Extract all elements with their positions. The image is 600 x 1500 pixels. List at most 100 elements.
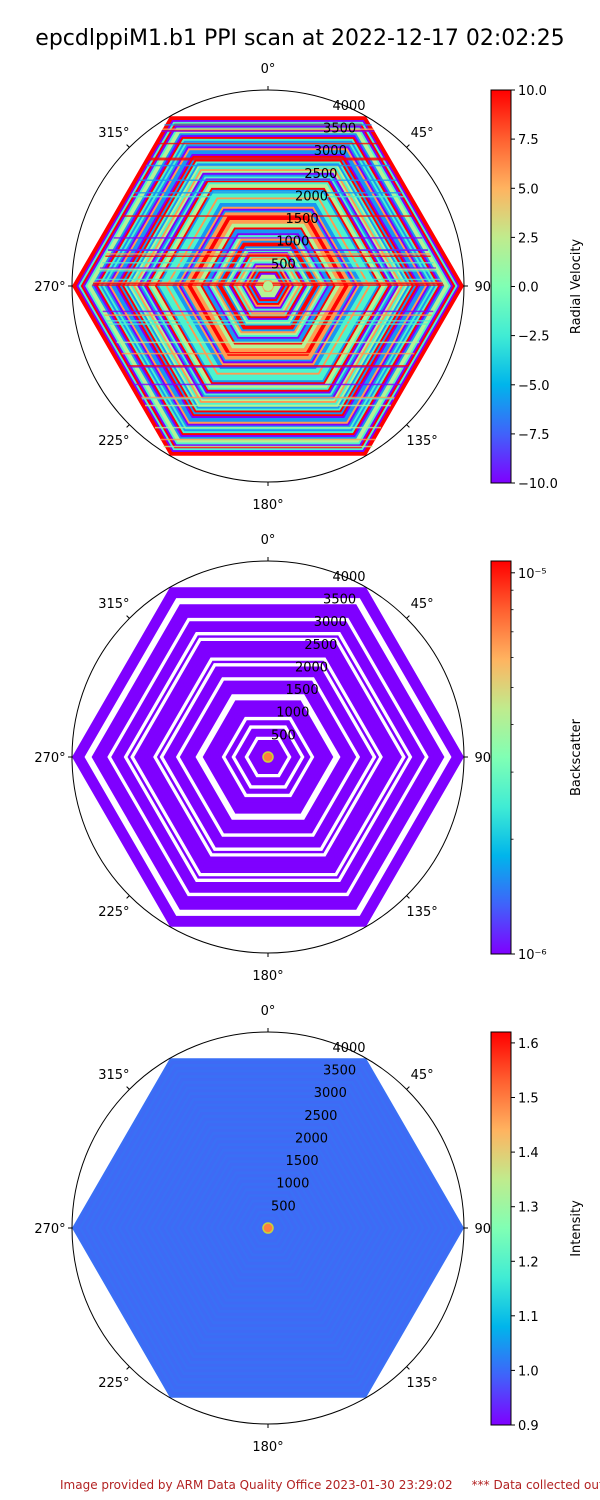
colorbar-gradient [490,89,512,484]
data-band [146,164,390,167]
data-band [141,396,395,399]
data-band [156,142,380,145]
radial-tick-label: 4000 [332,99,365,114]
data-band [99,267,437,269]
angle-tick-label: 180° [252,969,283,984]
angle-tick-label: 270° [34,1222,65,1237]
angle-tick-label: 315° [98,126,129,141]
radial-tick-label: 1500 [286,683,319,698]
colorbar-label: Intensity [569,1200,584,1257]
colorbar-tick-label: 1.5 [518,1092,539,1107]
data-band [104,314,432,316]
colorbar-label: Backscatter [569,718,584,796]
angle-tick-label: 0° [261,1004,276,1019]
angle-tick-label: 135° [406,434,437,449]
data-band [116,341,420,344]
colorbar-label: Radial Velocity [569,239,584,335]
angle-tick-label: 270° [34,280,65,295]
data-band [108,323,428,325]
data-band [113,237,423,239]
data-band [98,270,438,272]
data-band [132,195,404,198]
data-band [123,215,413,217]
data-band [135,383,401,386]
data-band [102,310,434,313]
angle-tick-mark [406,144,410,148]
polar-panel-2: 0°45°90°135°180°225°270°315°500100015002… [34,533,584,984]
angle-tick-label: 180° [252,1440,283,1455]
angle-tick-label: 0° [261,62,276,77]
colorbar: 1.6 1.5 1.4 1.3 1.2 1.1 1.0 0.9 Intensity [490,1031,584,1434]
colorbar-tick-label: −2.5 [518,330,550,345]
data-band [162,128,374,130]
radial-tick-label: 1000 [276,235,309,250]
angle-tick-label: 225° [98,434,129,449]
data-band [160,438,376,441]
data-band [102,262,434,264]
colorbar-tick-label: −5.0 [518,379,550,394]
angle-tick-label: 270° [34,751,65,766]
data-band [148,158,388,161]
colorbar-tick-label: 10⁻⁶ [518,948,547,963]
radial-tick-label: 1000 [276,1177,309,1192]
colorbar-tick-label: 1.2 [518,1255,539,1270]
angle-tick-mark [406,1086,410,1090]
angle-tick-label: 315° [98,1068,129,1083]
radial-tick-label: 4000 [332,1041,365,1056]
data-band [164,124,372,126]
colorbar-tick-label: 5.0 [518,182,539,197]
colorbar-tick-label: 0.0 [518,281,539,296]
colorbar-tick-label: −7.5 [518,428,550,443]
radial-tick-label: 2500 [304,167,337,182]
footer-note: Image provided by ARM Data Quality Offic… [60,1478,600,1492]
angle-tick-mark [126,1086,130,1090]
radial-tick-label: 2500 [304,638,337,653]
angle-tick-mark [406,895,410,899]
polar-data-field [72,116,464,456]
data-band [161,130,375,132]
data-band [94,278,442,281]
data-band [149,157,387,160]
radial-tick-label: 3500 [323,122,356,137]
colorbar: 10.0 7.5 5.0 2.5 0.0 −2.5 −5.0 −7.5 −10.0 Radial … [490,84,584,492]
radial-tick-label: 500 [271,257,296,272]
radial-tick-label: 4000 [332,570,365,585]
angle-tick-mark [126,144,130,148]
colorbar-tick-label: 10⁻⁵ [518,567,547,582]
angle-tick-label: 180° [252,498,283,513]
colorbar-tick-label: 0.9 [518,1419,539,1434]
colorbar-tick-label: 2.5 [518,231,539,246]
angle-tick-mark [126,1366,130,1370]
radial-tick-label: 3500 [323,1064,356,1079]
data-band [154,426,382,429]
colorbar: 10⁻⁵ 10⁻⁶ Backscatter [490,560,584,963]
angle-tick-mark [126,424,130,428]
radial-tick-label: 500 [271,728,296,743]
colorbar-tick-label: −10.0 [518,477,558,492]
radial-tick-label: 3500 [323,593,356,608]
angle-tick-label: 225° [98,905,129,920]
data-band [127,366,409,368]
radial-tick-label: 3000 [314,615,347,630]
radial-tick-label: 1000 [276,706,309,721]
data-band [141,397,395,400]
polar-data-field [72,587,464,927]
center-hotspot [262,751,274,763]
angle-tick-label: 45° [411,126,434,141]
colorbar-tick-label: 1.0 [518,1364,539,1379]
angle-tick-mark [406,424,410,428]
colorbar-tick-label: 1.6 [518,1037,539,1052]
colorbar-tick-label: 1.3 [518,1201,539,1216]
polar-panel-1: 0°45°90°135°180°225°270°315°500100015002… [34,62,584,513]
angle-tick-label: 135° [406,1376,437,1391]
colorbar-gradient [490,1031,512,1426]
center-hotspot [262,1222,274,1234]
polar-data-field [72,1058,464,1398]
data-band [145,404,391,407]
angle-tick-label: 0° [261,533,276,548]
data-band [139,179,397,181]
angle-tick-mark [126,895,130,899]
angle-tick-label: 315° [98,597,129,612]
center-hotspot [263,281,273,291]
data-band [105,255,431,257]
